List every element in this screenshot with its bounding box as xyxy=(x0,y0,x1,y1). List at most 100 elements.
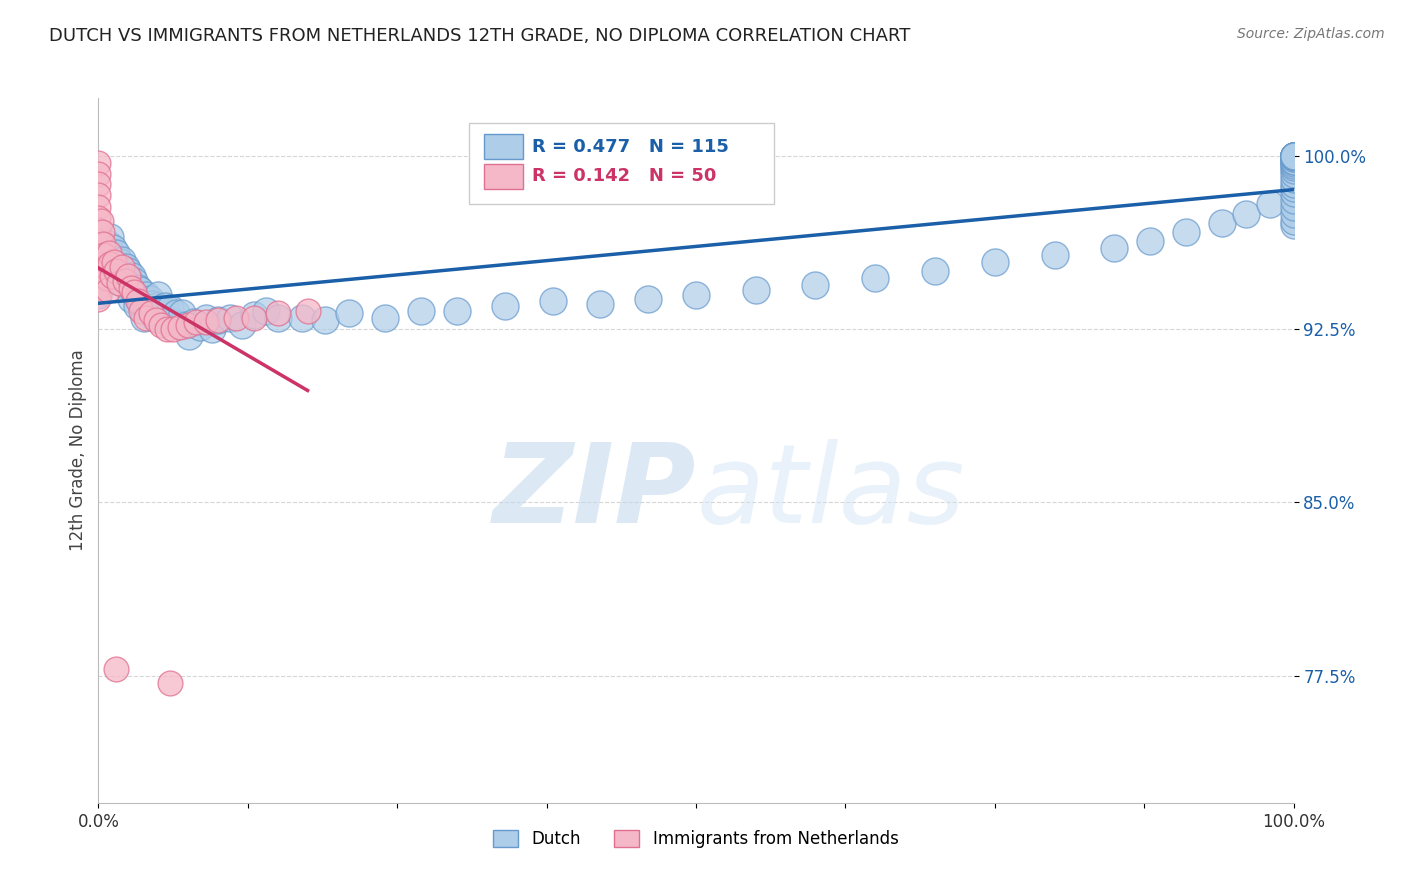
Point xyxy=(90,213,112,227)
Point xyxy=(1282,149,1305,163)
Point xyxy=(169,319,191,334)
Point xyxy=(135,310,157,325)
Point xyxy=(94,260,117,274)
Point xyxy=(494,299,516,313)
Point xyxy=(1282,181,1305,195)
Point xyxy=(87,177,110,191)
Point xyxy=(124,287,146,301)
Point xyxy=(108,255,131,269)
Point xyxy=(107,260,129,274)
Point xyxy=(865,271,887,285)
Point xyxy=(91,225,114,239)
Point xyxy=(93,248,115,262)
Point xyxy=(231,318,253,332)
Point xyxy=(315,313,337,327)
Point xyxy=(91,236,114,251)
Point xyxy=(136,301,159,316)
Point xyxy=(117,264,139,278)
Point xyxy=(112,267,135,281)
Point xyxy=(984,255,1007,269)
Point xyxy=(1282,172,1305,186)
Point xyxy=(1282,149,1305,163)
Point xyxy=(120,292,142,306)
Point xyxy=(152,313,174,327)
Point xyxy=(1282,153,1305,168)
Point xyxy=(1258,197,1281,211)
Point xyxy=(1234,207,1257,221)
Point xyxy=(1282,149,1305,163)
Point xyxy=(804,278,827,293)
Point xyxy=(94,264,117,278)
Point xyxy=(267,306,290,320)
Point xyxy=(162,315,184,329)
Point xyxy=(924,264,946,278)
Point xyxy=(97,236,120,251)
Point xyxy=(1282,186,1305,200)
Point xyxy=(1282,149,1305,163)
Point xyxy=(105,246,128,260)
Point xyxy=(98,246,122,260)
Point xyxy=(107,274,129,288)
Point xyxy=(1282,149,1305,163)
Point xyxy=(120,280,142,294)
Point xyxy=(87,292,110,306)
Point xyxy=(145,313,167,327)
Point xyxy=(114,274,136,288)
Point xyxy=(87,276,110,290)
Point xyxy=(374,310,396,325)
Point xyxy=(1282,149,1305,163)
Point xyxy=(87,264,110,278)
Point xyxy=(195,315,218,329)
Point xyxy=(124,285,146,300)
Point xyxy=(201,322,224,336)
Point xyxy=(1139,235,1161,249)
Point xyxy=(111,252,134,267)
Point xyxy=(297,303,319,318)
Point xyxy=(98,246,121,260)
Point xyxy=(107,276,129,290)
Y-axis label: 12th Grade, No Diploma: 12th Grade, No Diploma xyxy=(69,350,87,551)
Point xyxy=(172,306,194,320)
Point xyxy=(143,310,166,325)
Text: R = 0.477   N = 115: R = 0.477 N = 115 xyxy=(533,137,730,156)
FancyBboxPatch shape xyxy=(470,123,773,204)
Point xyxy=(148,287,170,301)
Point xyxy=(174,318,197,332)
Point xyxy=(1282,151,1305,165)
Point xyxy=(1282,213,1305,227)
Point xyxy=(169,318,191,332)
Point xyxy=(114,278,136,293)
Point xyxy=(177,318,200,332)
Point xyxy=(149,301,172,316)
Point xyxy=(1282,153,1305,168)
Point xyxy=(1282,149,1305,163)
Text: ZIP: ZIP xyxy=(492,439,696,546)
Point xyxy=(745,283,768,297)
Point xyxy=(291,310,314,325)
Point xyxy=(1282,207,1305,221)
Point xyxy=(131,303,153,318)
Point xyxy=(131,297,153,311)
Point xyxy=(96,271,118,285)
Point xyxy=(121,268,143,283)
Point xyxy=(1282,167,1305,181)
Point xyxy=(87,235,110,249)
Point xyxy=(117,268,139,283)
Point xyxy=(637,292,659,306)
Point xyxy=(111,260,134,274)
Point xyxy=(115,260,138,274)
Point xyxy=(1175,225,1198,239)
Point xyxy=(207,313,229,327)
Point xyxy=(1282,193,1305,207)
Point xyxy=(87,156,110,170)
Point xyxy=(541,294,564,309)
Point xyxy=(103,255,125,269)
Point xyxy=(156,313,179,327)
Point xyxy=(104,268,127,283)
Point xyxy=(1282,149,1305,163)
Point xyxy=(254,303,277,318)
Point xyxy=(87,188,110,202)
Point xyxy=(139,306,162,320)
Point xyxy=(141,297,163,311)
Point xyxy=(1282,177,1305,191)
